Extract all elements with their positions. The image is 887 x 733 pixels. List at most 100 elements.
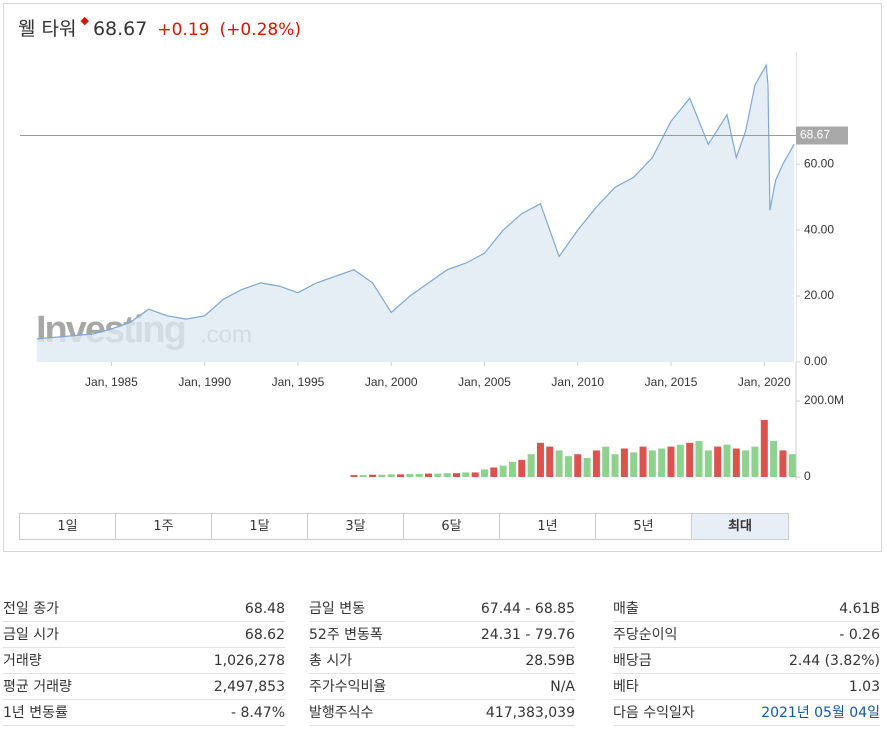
stat-label: 발행주식수: [309, 705, 374, 721]
stats-column: 전일 종가 68.48 금일 시가 68.62 거래량 1,026,278 평균 거래량 2,…: [3, 596, 285, 726]
volume-bar: [574, 454, 582, 477]
stat-label: 금일 변동: [309, 601, 365, 617]
stat-row: 전일 종가 68.48: [3, 596, 285, 622]
price: 68.67: [92, 18, 148, 40]
stat-label: 금일 시가: [3, 627, 59, 643]
stat-label: 52주 변동폭: [309, 627, 383, 643]
range-tab[interactable]: 최대: [692, 514, 788, 539]
volume-bar: [714, 446, 722, 477]
stat-row: 평균 거래량 2,497,853: [3, 674, 285, 700]
up-icon: ◆: [80, 14, 89, 27]
volume-bar: [760, 420, 768, 477]
volume-bar: [546, 446, 554, 477]
volume-bar: [779, 450, 787, 477]
stat-row: 52주 변동폭 24.31 - 79.76: [309, 622, 575, 648]
volume-bar: [387, 474, 395, 477]
stat-label: 평균 거래량: [3, 679, 72, 695]
volume-bar: [406, 473, 414, 477]
volume-bar: [620, 448, 628, 477]
header: 웰 타워 ◆ 68.67 +0.19 (+0.28%): [18, 14, 301, 41]
range-tab[interactable]: 1년: [500, 514, 596, 539]
stat-value: - 0.26: [839, 627, 880, 643]
volume-bar: [704, 450, 712, 477]
x-tick-label: Jan, 2010: [551, 375, 604, 389]
volume-bar: [676, 444, 684, 477]
last-price-label: 68.67: [800, 128, 830, 142]
stat-value: 28.59B: [525, 653, 575, 669]
stat-value: 67.44 - 68.85: [480, 601, 575, 617]
stat-row: 거래량 1,026,278: [3, 648, 285, 674]
stat-label: 총 시가: [309, 653, 353, 669]
stat-value: N/A: [550, 679, 575, 695]
volume-bar: [667, 446, 675, 477]
stat-value: 2021년 05월 04일: [761, 705, 880, 721]
volume-bar: [695, 440, 703, 477]
volume-bar: [770, 440, 778, 477]
range-tab[interactable]: 3달: [308, 514, 404, 539]
x-tick-label: Jan, 2015: [645, 375, 698, 389]
volume-bar: [378, 474, 386, 477]
stat-value: - 8.47%: [231, 705, 285, 721]
volume-bar: [462, 472, 470, 477]
volume-bar: [415, 473, 423, 477]
stat-value: 68.62: [244, 627, 285, 643]
stat-row: 주가수익비율 N/A: [309, 674, 575, 700]
range-tab[interactable]: 1달: [212, 514, 308, 539]
y-tick-label: 0: [804, 469, 811, 483]
volume-bar: [723, 444, 731, 477]
stat-row: 배당금 2.44 (3.82%): [613, 648, 880, 674]
stat-value: 68.48: [244, 601, 285, 617]
stat-row: 발행주식수 417,383,039: [309, 700, 575, 726]
stat-label: 매출: [613, 601, 639, 617]
volume-bar: [788, 454, 796, 477]
volume-bar: [480, 469, 488, 477]
stat-label: 다음 수익일자: [613, 705, 695, 721]
stat-row: 매출 4.61B: [613, 596, 880, 622]
stat-row: 주당순이익 - 0.26: [613, 622, 880, 648]
y-tick-label: 0.00: [804, 354, 828, 368]
volume-bar: [518, 459, 526, 477]
last-price-tag: [796, 126, 848, 145]
stat-value: 2,497,853: [213, 679, 285, 695]
y-tick-label: 20.00: [804, 288, 834, 302]
stat-value: 417,383,039: [485, 705, 575, 721]
stat-row: 금일 변동 67.44 - 68.85: [309, 596, 575, 622]
stats-column: 매출 4.61B 주당순이익 - 0.26 배당금 2.44 (3.82%) 베타 1.03 다…: [613, 596, 880, 726]
volume-bar: [536, 442, 544, 477]
stat-label: 베타: [613, 679, 639, 695]
area: [36, 65, 795, 362]
volume-bar: [732, 448, 740, 477]
volume-bar: [508, 461, 516, 477]
volume-bar: [434, 473, 442, 477]
volume-bar: [592, 450, 600, 477]
volume-bar: [443, 473, 451, 477]
volume-bar: [686, 442, 694, 477]
range-tab[interactable]: 6달: [404, 514, 500, 539]
stat-value: 1.03: [848, 679, 880, 695]
x-tick-label: Jan, 2000: [365, 375, 418, 389]
volume-bar: [564, 456, 572, 477]
volume-bar: [648, 450, 656, 477]
stat-value: 2.44 (3.82%): [788, 653, 880, 669]
volume-bar: [453, 473, 460, 477]
stat-row: 금일 시가 68.62: [3, 622, 285, 648]
volume-bar: [369, 474, 377, 477]
volume-bar: [397, 474, 405, 477]
widget: [3, 3, 882, 552]
stat-row: 베타 1.03: [613, 674, 880, 700]
stats-column: 금일 변동 67.44 - 68.85 52주 변동폭 24.31 - 79.76 총 …: [309, 596, 575, 726]
stat-label: 거래량: [3, 653, 42, 669]
x-tick-label: Jan, 1990: [178, 375, 231, 389]
stat-label: 배당금: [613, 653, 652, 669]
stat-value: 1,026,278: [213, 653, 285, 669]
range-tab[interactable]: 1주: [116, 514, 212, 539]
price-line: [36, 63, 795, 340]
volume-bar: [527, 454, 535, 477]
stat-label: 1년 변동률: [3, 705, 68, 721]
range-tab[interactable]: 1일: [20, 514, 116, 539]
change: +0.19: [157, 20, 210, 40]
range-tab[interactable]: 5년: [596, 514, 692, 539]
range-tabs: 1일 1주 1달 3달 6달 1년 5년 최대: [19, 513, 789, 540]
